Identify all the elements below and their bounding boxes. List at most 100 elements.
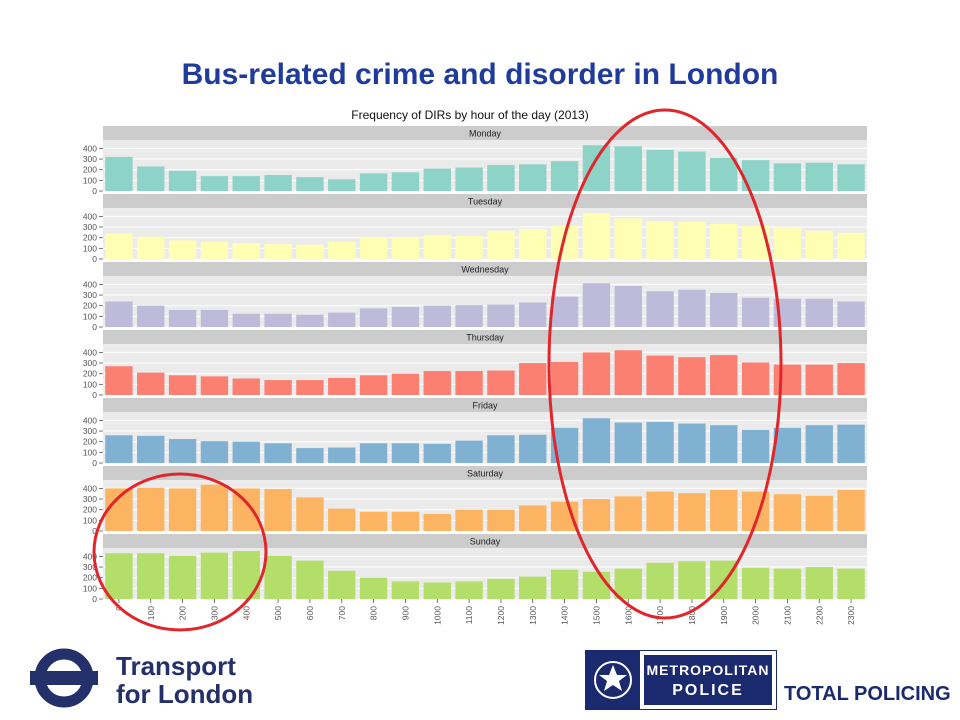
- bar: [805, 495, 833, 531]
- x-tick-label: 2300: [846, 606, 856, 625]
- y-tick-label: 300: [83, 154, 97, 164]
- bar: [168, 170, 197, 191]
- x-tick-label: 500: [273, 606, 283, 620]
- met-crest-icon: [586, 651, 640, 709]
- facet-label: Thursday: [466, 333, 504, 343]
- tfl-logo: Transport for London: [28, 648, 258, 710]
- bar: [455, 371, 483, 395]
- facet-strip: [103, 534, 867, 548]
- bar: [614, 568, 642, 599]
- met-name-line1: METROPOLITAN: [646, 662, 770, 678]
- y-tick-label: 100: [83, 515, 97, 525]
- bar: [264, 175, 292, 191]
- bar: [328, 241, 356, 259]
- bar: [264, 555, 292, 599]
- bar: [391, 581, 420, 599]
- y-tick-label: 100: [83, 379, 97, 389]
- bar: [614, 496, 642, 531]
- y-tick-label: 0: [92, 186, 97, 196]
- bar: [232, 176, 260, 191]
- y-tick-label: 300: [83, 562, 97, 572]
- bar: [137, 435, 165, 463]
- bar: [614, 285, 642, 327]
- bar: [550, 296, 579, 327]
- bar: [582, 352, 611, 395]
- y-tick-label: 200: [83, 369, 97, 379]
- highlight-ellipse-afternoon: [547, 108, 783, 620]
- bar: [805, 298, 833, 327]
- y-tick-label: 200: [83, 505, 97, 515]
- bar: [646, 562, 674, 599]
- bar: [200, 441, 229, 463]
- bar: [168, 240, 197, 259]
- bar: [264, 443, 292, 463]
- bar: [168, 375, 197, 395]
- bar: [359, 308, 388, 327]
- bar: [487, 435, 515, 463]
- bar: [710, 355, 738, 395]
- bar: [582, 145, 611, 191]
- bar: [200, 241, 229, 259]
- bar: [105, 233, 133, 259]
- y-tick-label: 0: [92, 254, 97, 264]
- bar: [837, 164, 865, 191]
- bar: [264, 313, 292, 327]
- bar: [328, 447, 356, 463]
- bar: [614, 350, 642, 395]
- bar: [328, 570, 356, 599]
- bar: [423, 513, 451, 531]
- bar: [264, 380, 292, 395]
- y-tick-label: 100: [83, 175, 97, 185]
- y-tick-label: 300: [83, 290, 97, 300]
- facet-strip: [103, 466, 867, 480]
- y-tick-label: 200: [83, 165, 97, 175]
- facet-label: Saturday: [467, 469, 504, 479]
- bar: [487, 509, 515, 531]
- bar: [582, 418, 611, 463]
- bar: [391, 172, 420, 191]
- met-police-logo: METROPOLITAN POLICE: [585, 650, 777, 710]
- bar: [837, 568, 865, 599]
- bar: [455, 167, 483, 191]
- bar: [550, 161, 579, 191]
- bar: [773, 494, 802, 531]
- bar: [137, 305, 165, 327]
- bar: [137, 236, 165, 259]
- bar: [519, 164, 547, 191]
- bar: [423, 371, 451, 395]
- bar: [200, 309, 229, 327]
- bar: [487, 164, 515, 191]
- bar: [773, 228, 802, 259]
- bar: [359, 375, 388, 395]
- bar: [264, 244, 292, 259]
- bar: [614, 422, 642, 463]
- x-tick-label: 400: [241, 606, 251, 620]
- bar: [741, 297, 770, 327]
- x-tick-label: 1800: [687, 606, 697, 625]
- bar: [773, 568, 802, 599]
- bar: [137, 372, 165, 395]
- bar: [519, 576, 547, 599]
- bar: [423, 443, 451, 463]
- y-tick-label: 400: [83, 483, 97, 493]
- bar: [296, 497, 324, 531]
- bar: [678, 493, 706, 531]
- bar: [105, 301, 133, 327]
- bar: [296, 314, 324, 327]
- bar: [773, 427, 802, 463]
- y-tick-label: 200: [83, 301, 97, 311]
- bar: [678, 289, 706, 327]
- bar: [168, 309, 197, 327]
- bar: [137, 487, 165, 531]
- bar: [105, 435, 133, 463]
- bar: [423, 582, 451, 599]
- bar: [296, 244, 324, 259]
- facet-bar-chart: Frequency of DIRs by hour of the day (20…: [83, 108, 867, 632]
- bar: [519, 434, 547, 463]
- bar: [582, 283, 611, 327]
- bar: [710, 157, 738, 191]
- bar: [423, 235, 451, 259]
- bar: [137, 553, 165, 599]
- bar: [487, 230, 515, 259]
- bar: [678, 561, 706, 599]
